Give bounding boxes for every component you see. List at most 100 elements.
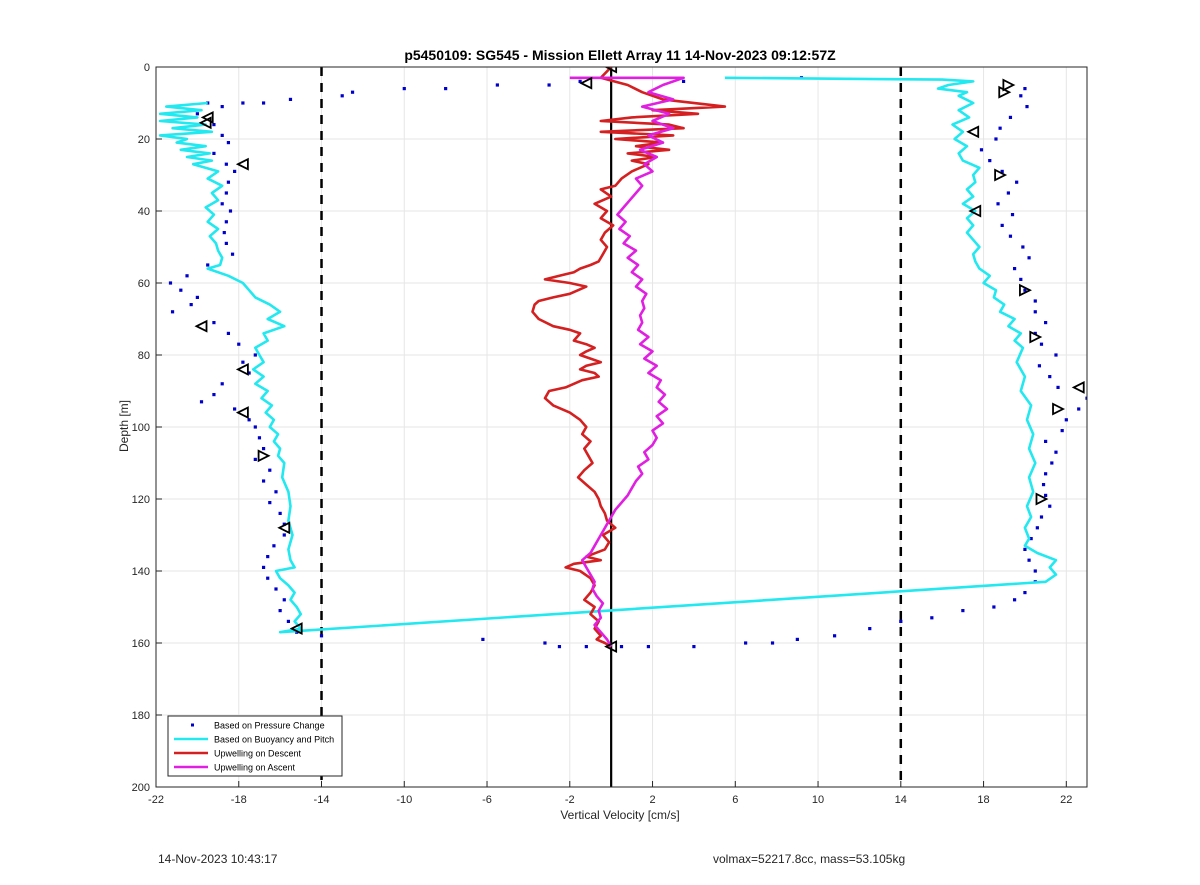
pressure-point: [282, 598, 286, 602]
triangle-marker: [257, 449, 271, 463]
pressure-point: [212, 321, 216, 325]
pressure-point: [288, 97, 293, 101]
pressure-point: [350, 90, 355, 94]
pressure-point: [282, 522, 286, 526]
pressure-point: [319, 634, 324, 638]
pressure-point: [266, 576, 270, 580]
pressure-point: [619, 645, 624, 649]
pressure-point: [1044, 321, 1048, 325]
pressure-point: [237, 342, 241, 346]
pressure-point: [1033, 310, 1037, 314]
triangle-marker: [579, 76, 593, 90]
x-tick-label: 10: [812, 794, 824, 806]
pressure-point: [1044, 439, 1048, 443]
pressure-point: [278, 609, 282, 613]
pressure-point: [1054, 353, 1058, 357]
x-tick-label: 2: [649, 794, 655, 806]
pressure-point: [868, 627, 872, 631]
pressure-point: [1039, 515, 1044, 519]
triangle-marker: [968, 204, 982, 218]
pressure-point: [681, 79, 686, 83]
pressure-point: [1048, 375, 1052, 379]
y-tick-label: 20: [138, 134, 150, 146]
pressure-point: [185, 274, 189, 278]
pressure-point: [444, 87, 448, 91]
triangle-marker: [235, 406, 249, 420]
triangle-marker: [1052, 402, 1066, 416]
pressure-point: [1037, 364, 1042, 368]
pressure-point: [1033, 299, 1037, 303]
triangle-marker: [1002, 78, 1016, 92]
triangle-marker: [235, 157, 249, 171]
pressure-point: [222, 231, 226, 235]
pressure-point: [1064, 418, 1068, 422]
pressure-point: [226, 180, 231, 184]
legend-label-based-on-buoyancy-and-pitch: Based on Buoyancy and Pitch: [214, 735, 334, 745]
triangle-marker: [198, 116, 212, 130]
y-tick-label: 160: [132, 638, 150, 650]
pressure-point: [495, 83, 499, 87]
triangle-marker: [604, 640, 618, 654]
x-tick-label: 14: [895, 794, 907, 806]
pressure-point: [224, 220, 228, 224]
pressure-point: [979, 148, 984, 152]
legend-label-upwelling-on-descent: Upwelling on Descent: [214, 749, 302, 759]
pressure-point: [1041, 483, 1046, 487]
triangle-marker: [1035, 492, 1049, 506]
pressure-point: [220, 105, 224, 109]
pressure-point: [1029, 537, 1033, 541]
pressure-point: [247, 418, 251, 422]
pressure-point: [1027, 558, 1031, 562]
pressure-point: [233, 169, 237, 173]
pressure-point: [988, 159, 992, 163]
pressure-point: [241, 101, 245, 105]
pressure-point: [212, 393, 216, 397]
pressure-point: [1012, 598, 1017, 602]
triangle-marker: [194, 319, 208, 333]
pressure-point: [1060, 429, 1064, 433]
pressure-point: [199, 400, 204, 404]
y-tick-label: 80: [138, 350, 150, 362]
y-axis-label: Depth [m]: [117, 400, 131, 452]
pressure-point: [1023, 591, 1027, 595]
pressure-point: [268, 501, 272, 505]
pressure-point: [1077, 407, 1081, 411]
pressure-point: [1000, 169, 1004, 173]
pressure-point: [261, 101, 266, 105]
pressure-point: [692, 645, 696, 649]
pressure-point: [1019, 277, 1023, 281]
x-tick-label: -22: [148, 794, 164, 806]
x-axis-label: Vertical Velocity [cm/s]: [560, 808, 679, 822]
pressure-point: [195, 295, 199, 299]
pressure-point: [206, 101, 210, 105]
pressure-point: [1056, 385, 1060, 389]
pressure-point: [272, 544, 276, 548]
pressure-point: [1012, 267, 1017, 271]
pressure-point: [170, 310, 175, 314]
pressure-point: [195, 112, 199, 116]
series-line-upwelling-on-ascent: [569, 76, 685, 648]
triangle-marker: [966, 125, 980, 139]
y-tick-label: 120: [132, 494, 150, 506]
x-tick-label: -14: [314, 794, 330, 806]
pressure-point: [226, 141, 231, 145]
pressure-point: [1023, 87, 1027, 91]
legend-label-upwelling-on-ascent: Upwelling on Ascent: [214, 763, 296, 773]
pressure-point: [1027, 256, 1031, 260]
pressure-point: [274, 587, 278, 591]
pressure-point: [557, 645, 562, 649]
triangle-marker: [235, 362, 249, 376]
x-tick-label: -6: [482, 794, 492, 806]
pressure-point: [1050, 461, 1054, 465]
pressure-point: [261, 565, 266, 569]
triangle-marker: [994, 168, 1008, 182]
chart-title: p5450109: SG545 - Mission Ellett Array 1…: [404, 47, 836, 63]
pressure-point: [257, 436, 262, 440]
pressure-point: [770, 641, 775, 645]
pressure-point: [1044, 472, 1048, 476]
triangle-marker: [277, 521, 291, 535]
pressure-point: [1021, 245, 1025, 249]
footer-info: volmax=52217.8cc, mass=53.105kg: [713, 852, 906, 866]
triangle-marker: [1071, 380, 1085, 394]
pressure-point: [899, 619, 903, 623]
